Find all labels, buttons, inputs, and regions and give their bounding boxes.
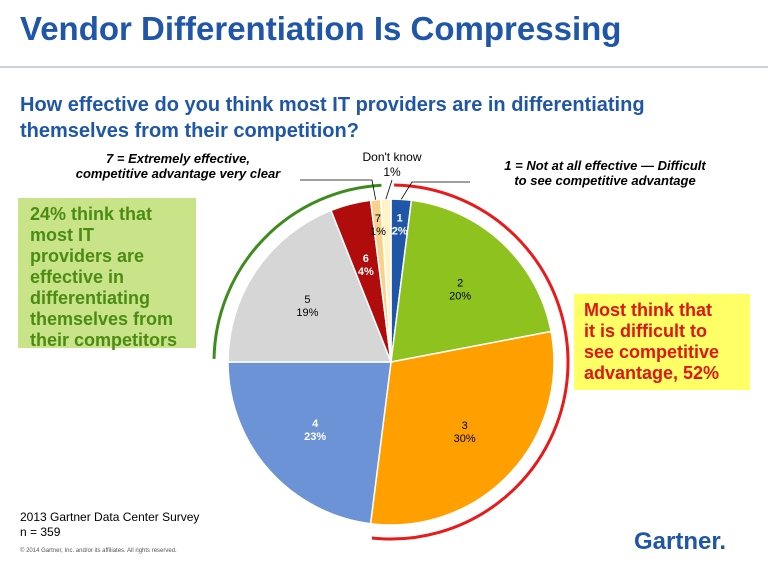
green-box-line: providers are bbox=[30, 246, 145, 266]
gartner-logo-dot: . bbox=[719, 528, 727, 555]
extreme-callout-line1: 7 = Extremely effective, bbox=[106, 151, 250, 166]
copyright-notice: © 2014 Gartner, Inc. and/or its affiliat… bbox=[20, 548, 177, 554]
yellow-box-line: it is difficult to bbox=[584, 321, 707, 341]
gartner-logo: Gartner. bbox=[634, 528, 726, 556]
dont-know-callout-line1: Don't know bbox=[362, 150, 422, 164]
not-at-all-callout-leader bbox=[400, 181, 470, 200]
slice-value-label: 23% bbox=[304, 431, 326, 443]
effective-summary-box: 24% think that most IT providers are eff… bbox=[18, 198, 196, 350]
green-box-line: their competitors bbox=[30, 330, 178, 350]
slice-category-label: 6 bbox=[363, 253, 369, 265]
not-at-all-callout-line2: to see competitive advantage bbox=[514, 173, 696, 188]
dont-know-callout-line2: 1% bbox=[383, 165, 401, 179]
slice-value-label: 19% bbox=[296, 307, 318, 319]
difficult-summary-box: Most think that it is difficult to see c… bbox=[574, 294, 750, 390]
sample-size: n = 359 bbox=[20, 525, 61, 539]
slice-value-label: 30% bbox=[454, 433, 476, 445]
difficult-group-arc bbox=[371, 183, 570, 541]
gartner-logo-text: Gartner bbox=[634, 528, 720, 555]
slice-value-label: 20% bbox=[449, 290, 471, 302]
green-box-line: effective in bbox=[30, 267, 125, 287]
title-divider bbox=[0, 66, 768, 68]
extreme-callout-leader bbox=[300, 179, 377, 200]
yellow-box-line: see competitive bbox=[584, 342, 720, 362]
survey-footer: 2013 Gartner Data Center Survey n = 359 bbox=[20, 510, 199, 540]
survey-name: 2013 Gartner Data Center Survey bbox=[20, 510, 200, 524]
slice-value-label: 1% bbox=[370, 226, 386, 238]
dont-know-callout: Don't know 1% bbox=[352, 150, 432, 180]
not-at-all-callout-line1: 1 = Not at all effective — Difficult bbox=[504, 158, 706, 173]
slice-value-label: 4% bbox=[358, 266, 374, 278]
extreme-callout: 7 = Extremely effective, competitive adv… bbox=[58, 151, 298, 181]
pie-slice-5 bbox=[227, 209, 393, 363]
slice-category-label: 2 bbox=[457, 277, 463, 289]
slice-value-label: 2% bbox=[392, 226, 408, 238]
pie-slice-3 bbox=[369, 330, 555, 526]
question-subtitle: How effective do you think most IT provi… bbox=[20, 94, 645, 142]
not-at-all-callout: 1 = Not at all effective — Difficult to … bbox=[455, 158, 755, 188]
slice-category-label: 3 bbox=[462, 420, 468, 432]
slice-category-label: 4 bbox=[312, 418, 319, 430]
slice-category-label: 1 bbox=[397, 213, 403, 225]
dont-know-callout-leader bbox=[385, 179, 393, 200]
page-title: Vendor Differentiation Is Compressing bbox=[20, 10, 622, 47]
green-box-line: most IT bbox=[30, 225, 95, 245]
green-box-line: themselves from bbox=[30, 309, 174, 329]
green-box-line: differentiating bbox=[30, 288, 150, 308]
effective-group-arc bbox=[212, 183, 382, 359]
yellow-box-line: advantage, 52% bbox=[584, 363, 720, 383]
yellow-box-line: Most think that bbox=[584, 300, 712, 320]
slice-category-label: 7 bbox=[375, 213, 381, 225]
pie-slice-2 bbox=[390, 199, 552, 363]
slice-category-label: 5 bbox=[304, 294, 310, 306]
pie-slice-don-t-know bbox=[379, 198, 392, 363]
green-box-line: 24% think that bbox=[30, 204, 153, 224]
pie-slice-4 bbox=[227, 361, 392, 525]
extreme-callout-line2: competitive advantage very clear bbox=[75, 166, 281, 181]
